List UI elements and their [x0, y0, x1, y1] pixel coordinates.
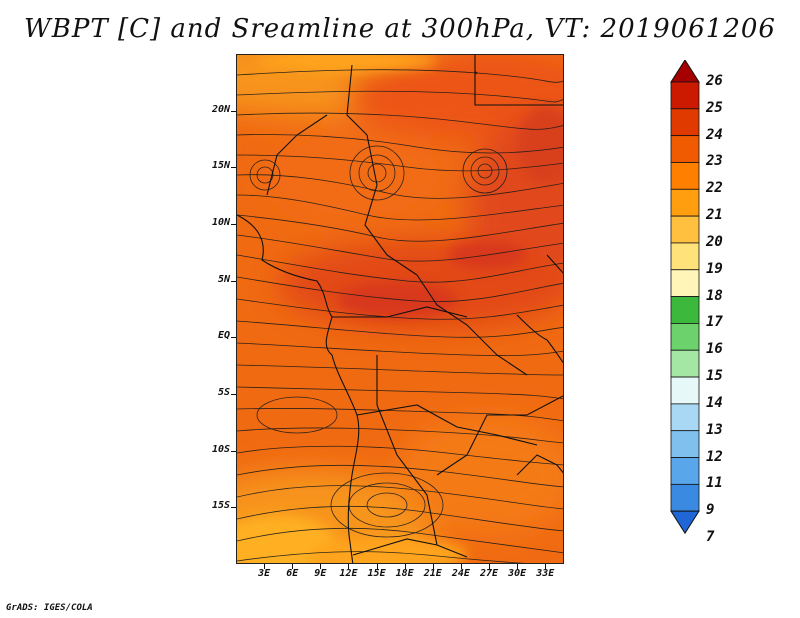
x-tick-mark	[404, 564, 406, 569]
colorbar-segment	[670, 135, 700, 163]
colorbar-label: 17	[706, 314, 723, 331]
colorbar-label: 24	[706, 126, 723, 143]
x-tick-label: 24E	[451, 568, 470, 579]
x-tick-mark	[517, 564, 519, 569]
colorbar-label: 25	[706, 99, 723, 116]
x-tick-mark	[460, 564, 462, 569]
y-tick-label: 5S	[217, 387, 230, 398]
colorbar-label: 22	[706, 180, 723, 197]
y-tick-mark	[231, 280, 236, 282]
y-tick-label: 10S	[211, 443, 230, 455]
x-tick-label: 6E	[286, 568, 299, 579]
x-tick-mark	[489, 564, 491, 569]
colorbar-segment	[670, 269, 700, 297]
x-tick-label: 33E	[536, 568, 555, 579]
x-tick-mark	[320, 564, 322, 569]
colorbar-segment	[670, 188, 700, 217]
colorbar-segment	[670, 242, 700, 271]
colorbar-segment	[670, 403, 700, 432]
x-tick-mark	[432, 564, 434, 569]
colorbar-segment	[670, 81, 700, 110]
colorbar-label: 12	[706, 448, 723, 465]
colorbar-label: 18	[706, 287, 723, 304]
colorbar-scale	[670, 59, 700, 535]
y-tick-label: 5N	[217, 273, 230, 285]
y-tick-mark	[231, 394, 236, 395]
colorbar-segment	[670, 483, 700, 512]
colorbar-label: 16	[706, 341, 723, 358]
colorbar-label: 14	[706, 394, 723, 411]
x-tick-label: 12E	[339, 568, 358, 579]
x-tick-mark	[348, 564, 350, 569]
colorbar-label: 7	[706, 529, 715, 545]
x-tick-label: 3E	[258, 568, 271, 579]
colorbar-label: 23	[706, 153, 723, 170]
y-tick-label: 20N	[211, 103, 230, 115]
x-tick-mark	[292, 564, 294, 569]
colorbar-segment	[670, 376, 700, 405]
y-tick-mark	[231, 450, 236, 452]
colorbar-segment	[670, 430, 700, 458]
colorbar-label: 11	[706, 475, 723, 492]
colorbar-label: 21	[706, 207, 723, 224]
colorbar-segment	[670, 215, 700, 244]
colorbar-label: 19	[706, 260, 723, 277]
y-tick-mark	[231, 167, 236, 169]
colorbar-label: 13	[706, 421, 723, 438]
colorbar-label: 15	[706, 368, 723, 385]
colorbar-segment	[670, 296, 700, 324]
country-borders	[237, 55, 563, 563]
x-tick-mark	[376, 564, 378, 569]
x-tick-mark	[545, 564, 547, 569]
wbpt-field-map	[237, 55, 563, 563]
colorbar-label: 20	[706, 233, 723, 250]
map-title: WBPT [C] and Sreamline at 300hPa, VT: 20…	[24, 14, 776, 44]
grads-credit: GrADS: IGES/COLA	[6, 603, 93, 613]
colorbar-label: 26	[706, 73, 723, 89]
colorbar-segment	[670, 108, 700, 137]
shading-field	[237, 55, 563, 563]
x-tick-label: 27E	[479, 568, 499, 579]
map-plot-area	[236, 54, 564, 564]
colorbar-segment	[670, 349, 700, 378]
x-tick-mark	[264, 564, 266, 569]
x-tick-label: 15E	[367, 568, 386, 579]
y-tick-mark	[231, 110, 236, 112]
y-tick-label: EQ	[217, 330, 230, 342]
x-tick-label: 9E	[314, 568, 327, 579]
colorbar-segment	[670, 457, 700, 485]
y-tick-label: 15N	[211, 160, 230, 172]
y-tick-mark	[231, 337, 236, 339]
streamlines	[237, 69, 563, 563]
y-tick-mark	[231, 224, 236, 225]
y-tick-label: 15S	[211, 500, 230, 512]
x-tick-label: 18E	[395, 568, 414, 579]
colorbar-bottom-arrow	[670, 510, 700, 535]
y-tick-mark	[231, 507, 236, 509]
y-tick-label: 10N	[211, 217, 230, 228]
colorbar-segment	[670, 162, 700, 190]
x-tick-label: 21E	[423, 568, 442, 579]
colorbar-segment	[670, 323, 700, 351]
colorbar-label: 9	[706, 502, 715, 519]
colorbar-top-arrow	[670, 59, 700, 83]
colorbar	[670, 59, 700, 560]
x-tick-label: 30E	[508, 568, 527, 579]
